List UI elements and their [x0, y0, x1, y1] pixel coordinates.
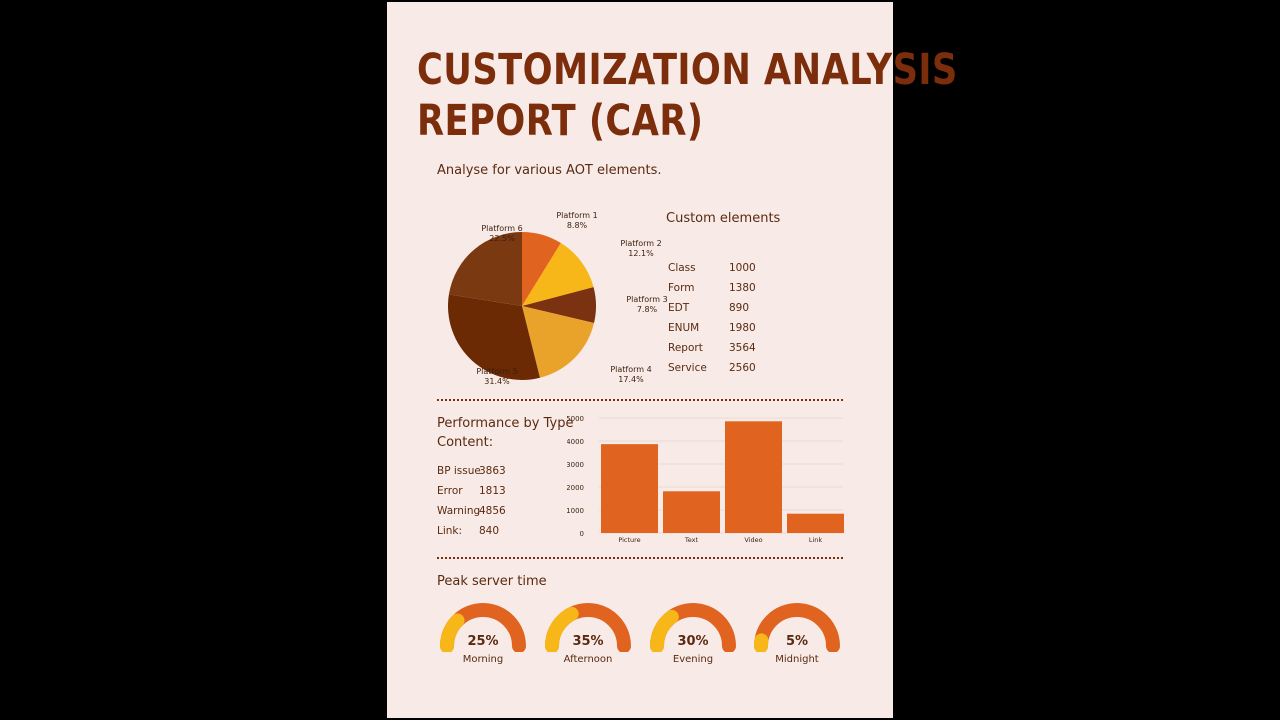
bar-text: [663, 491, 720, 533]
peak-title: Peak server time: [437, 574, 547, 589]
custom-element-label: Class: [668, 262, 696, 274]
performance-value: 3863: [479, 465, 506, 477]
gauge-label: Afternoon: [563, 654, 613, 665]
pie-label-name: Platform 6: [481, 224, 523, 233]
y-tick-label: 1000: [567, 507, 584, 515]
pie-label-5: Platform 5 31.4%: [467, 367, 527, 387]
custom-element-value: 1980: [729, 322, 756, 334]
gauge-fill: [440, 613, 465, 652]
content-bar-chart: 0 1000 2000 3000 4000 5000 Picture Text Video Lin…: [567, 415, 844, 544]
y-tick-label: 5000: [567, 415, 584, 423]
report-subtitle: Analyse for various AOT elements.: [437, 163, 662, 178]
pie-label-name: Platform 5: [476, 367, 518, 376]
gauge-midnight: 5% Midnight: [751, 602, 843, 672]
pie-label-name: Platform 1: [556, 211, 598, 220]
performance-label: Warning: [437, 505, 481, 517]
pie-label-6: Platform 6 22.5%: [472, 224, 532, 244]
pie-slice-4: [522, 306, 595, 378]
custom-element-value: 3564: [729, 342, 756, 354]
pie-label-percent: 12.1%: [628, 249, 654, 258]
gauge-value: 35%: [572, 634, 604, 649]
custom-element-label: ENUM: [668, 322, 700, 334]
gauge-fill: [650, 609, 679, 652]
pie-label-percent: 22.5%: [489, 234, 515, 243]
x-tick-label: Link: [809, 536, 823, 544]
divider-2: [437, 557, 843, 559]
pie-slice-6: [448, 232, 522, 306]
pie-slice-3: [522, 287, 596, 324]
pie-label-name: Platform 4: [610, 365, 652, 374]
pie-label-1: Platform 1 8.8%: [547, 211, 607, 231]
report-title-line1: CUSTOMIZATION ANALYSIS: [417, 45, 958, 95]
gauge-track: [754, 603, 840, 652]
gauge-value: 5%: [785, 634, 809, 649]
gauge-label: Midnight: [775, 654, 819, 665]
pie-label-percent: 8.8%: [566, 221, 588, 230]
gauge-arc: [545, 603, 631, 652]
performance-label: Error: [437, 485, 463, 497]
custom-element-value: 890: [729, 302, 750, 314]
x-tick-label: Text: [684, 536, 699, 544]
gauge-morning: 25% Morning: [437, 602, 529, 672]
performance-value: 1813: [479, 485, 506, 497]
pie-label-name: Platform 3: [626, 295, 668, 304]
pie-slice-5: [448, 294, 540, 380]
performance-title-line1: Performance by Type: [437, 416, 574, 431]
performance-label: BP issue: [437, 465, 481, 477]
gauge-arc: [754, 603, 840, 652]
performance-value: 840: [479, 525, 500, 537]
report-sheet: CUSTOMIZATION ANALYSIS REPORT (CAR) Anal…: [387, 2, 957, 718]
gauge-value: 25%: [467, 634, 499, 649]
gauge-arc: [650, 603, 736, 652]
custom-elements-title: Custom elements: [666, 211, 781, 226]
y-tick-label: 0: [580, 530, 584, 538]
y-tick-label: 2000: [567, 484, 584, 492]
custom-element-label: Service: [668, 362, 707, 374]
y-tick-label: 4000: [567, 438, 584, 446]
pie-svg: [448, 232, 596, 380]
pie-slice-2: [522, 243, 594, 306]
performance-value: 4856: [479, 505, 506, 517]
performance-title: Performance by Type Content:: [437, 414, 573, 452]
pie-label-percent: 7.8%: [636, 305, 658, 314]
performance-label: Link:: [437, 525, 463, 537]
custom-element-value: 1000: [729, 262, 756, 274]
custom-element-label: Report: [668, 342, 703, 354]
bar-picture: [601, 444, 658, 533]
pie-label-name: Platform 2: [620, 239, 662, 248]
custom-element-value: 2560: [729, 362, 756, 374]
performance-title-line2: Content:: [437, 435, 494, 450]
custom-element-value: 1380: [729, 282, 756, 294]
gauge-afternoon: 35% Afternoon: [542, 602, 634, 672]
pie-label-4: Platform 4 17.4%: [601, 365, 661, 385]
divider-1: [437, 399, 843, 401]
bar-link: [787, 513, 844, 533]
gauge-fill: [545, 606, 579, 652]
pie-label-3: Platform 3 7.8%: [617, 295, 677, 315]
x-tick-label: Picture: [618, 536, 640, 544]
bar-video: [725, 421, 782, 533]
gauge-label: Evening: [672, 654, 714, 665]
gauge-label: Morning: [462, 654, 504, 665]
custom-element-label: Form: [668, 282, 695, 294]
x-tick-label: Video: [744, 536, 762, 544]
pie-label-percent: 31.4%: [484, 377, 510, 386]
pie-label-percent: 17.4%: [618, 375, 644, 384]
platform-pie-chart: [427, 202, 667, 402]
custom-element-label: EDT: [668, 302, 690, 314]
gauge-value: 30%: [677, 634, 709, 649]
gauge-evening: 30% Evening: [647, 602, 739, 672]
gauge-arc: [440, 603, 526, 652]
y-tick-label: 3000: [567, 461, 584, 469]
pie-label-2: Platform 2 12.1%: [611, 239, 671, 259]
report-title-line2: REPORT (CAR): [417, 96, 704, 146]
pie-slice-1: [522, 232, 561, 306]
